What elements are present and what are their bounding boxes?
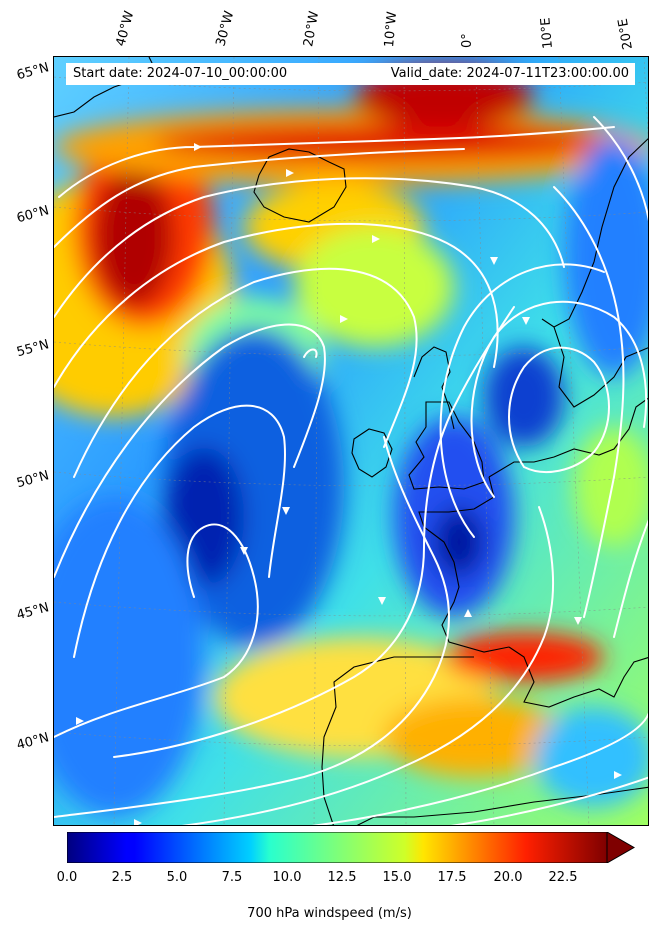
colorbar-tick: 20.0 <box>493 870 523 885</box>
streamline-arrows <box>76 143 622 825</box>
colorbar-tick: 5.0 <box>166 870 188 885</box>
start-date-label: Start date: 2024-07-10_00:00:00 <box>73 66 288 81</box>
norway-coast <box>541 138 648 328</box>
colorbar-tick: 12.5 <box>327 870 357 885</box>
coastlines <box>54 57 648 825</box>
lat-label-50n: 50°N <box>15 468 51 492</box>
lon-label-40w: 40°W <box>113 9 138 48</box>
colorbar <box>67 832 635 863</box>
valid-date-label: Valid_date: 2024-07-11T23:00:00.00 <box>390 66 629 81</box>
colorbar-tick: 22.5 <box>548 870 578 885</box>
colorbar-tick: 15.0 <box>382 870 412 885</box>
colorbar-label: 700 hPa windspeed (m/s) <box>247 906 412 921</box>
streamlines <box>54 116 648 825</box>
europe-inner-coast <box>488 397 648 478</box>
lon-label-20e: 20°E <box>615 17 636 51</box>
colorbar-tick: 7.5 <box>221 870 243 885</box>
colorbar-gradient <box>67 832 608 863</box>
map-panel <box>53 56 649 826</box>
date-info-box: Start date: 2024-07-10_00:00:00 Valid_da… <box>66 63 635 85</box>
windspeed-field <box>54 67 648 817</box>
lat-label-40n: 40°N <box>15 730 51 754</box>
lat-label-45n: 45°N <box>15 600 51 624</box>
scotland-coast <box>413 346 455 430</box>
iberia-coast <box>321 656 474 825</box>
colorbar-tick: 17.5 <box>437 870 467 885</box>
lon-label-10w: 10°W <box>382 10 401 48</box>
lon-label-10e: 10°E <box>538 16 556 50</box>
lon-label-30w: 30°W <box>213 9 238 48</box>
graticule <box>54 57 648 825</box>
lat-label-60n: 60°N <box>15 203 51 227</box>
colorbar-tick: 2.5 <box>111 870 133 885</box>
colorbar-tick: 0.0 <box>56 870 78 885</box>
mediterranean-coast <box>508 646 648 708</box>
iceland-coast <box>253 148 347 223</box>
lon-label-0: 0° <box>460 33 475 48</box>
colorbar-tick: 10.0 <box>272 870 302 885</box>
ireland-coast <box>351 428 393 478</box>
lat-label-55n: 55°N <box>15 337 51 361</box>
colorbar-extend-arrow <box>606 832 635 863</box>
lat-label-65n: 65°N <box>15 60 51 84</box>
windspeed-map <box>54 57 648 825</box>
lon-label-20w: 20°W <box>301 10 323 49</box>
britain-coast <box>408 401 485 490</box>
